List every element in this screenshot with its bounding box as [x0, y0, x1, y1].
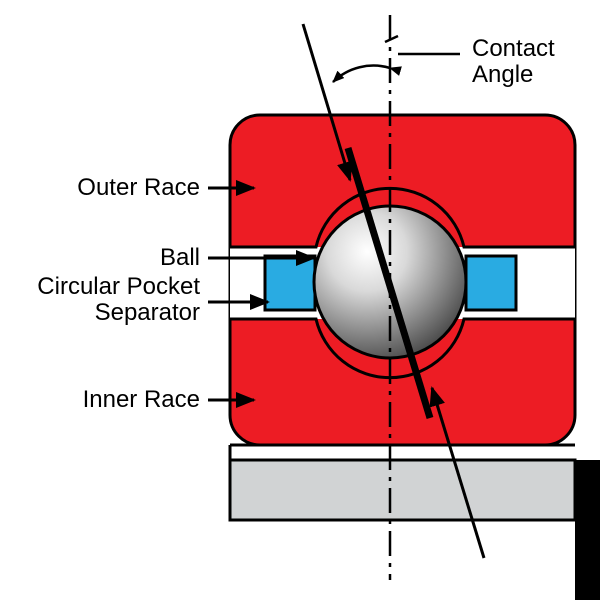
contact-angle-text-l1: Contact [472, 35, 555, 62]
cps-l2: Separator [95, 299, 200, 326]
ball-label: Ball [160, 244, 200, 272]
circular-pocket-separator-label: Circular Pocket Separator [37, 274, 200, 326]
gap-strip [230, 445, 575, 460]
cps-l1: Circular Pocket [37, 273, 200, 300]
separator-left [265, 256, 315, 310]
separator-right [466, 256, 516, 310]
bearing-cross-section-diagram: Contact Angle Outer Race Ball Circular P… [0, 0, 600, 600]
section-edge [575, 460, 600, 600]
contact-angle-label: Contact Angle [472, 36, 555, 88]
shaft-block [230, 460, 575, 520]
inner-race-label: Inner Race [83, 386, 200, 414]
contact-angle-text-l2: Angle [472, 61, 533, 88]
outer-race-label: Outer Race [77, 174, 200, 202]
angle-arc [333, 66, 390, 82]
